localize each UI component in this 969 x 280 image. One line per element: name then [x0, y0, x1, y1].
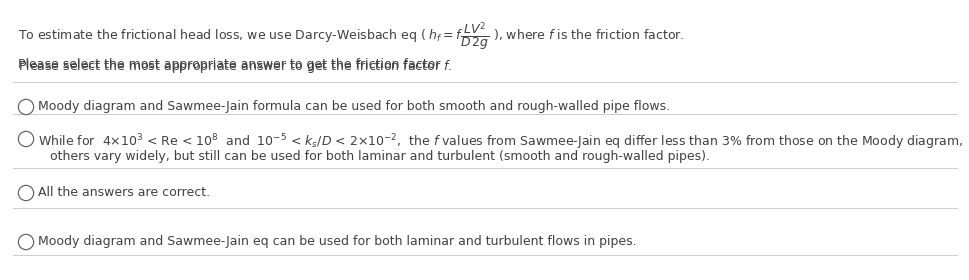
Text: Please select the most appropriate answer to get the friction factor: Please select the most appropriate answe… — [18, 58, 445, 71]
Text: Please select the most appropriate answer to get the friction factor $f$.: Please select the most appropriate answe… — [18, 58, 453, 75]
Text: Moody diagram and Sawmee-Jain eq can be used for both laminar and turbulent flow: Moody diagram and Sawmee-Jain eq can be … — [38, 235, 637, 248]
Text: Moody diagram and Sawmee-Jain formula can be used for both smooth and rough-wall: Moody diagram and Sawmee-Jain formula ca… — [38, 100, 671, 113]
Text: All the answers are correct.: All the answers are correct. — [38, 186, 210, 199]
Text: others vary widely, but still can be used for both laminar and turbulent (smooth: others vary widely, but still can be use… — [50, 150, 710, 163]
Text: To estimate the frictional head loss, we use Darcy-Weisbach eq ( $h_f = f\dfrac{: To estimate the frictional head loss, we… — [18, 20, 684, 53]
Text: While for  $4{\times}10^3$ < Re < $10^8$  and  $10^{-5}$ < $k_s/D$ < $2{\times}1: While for $4{\times}10^3$ < Re < $10^8$ … — [38, 132, 963, 151]
